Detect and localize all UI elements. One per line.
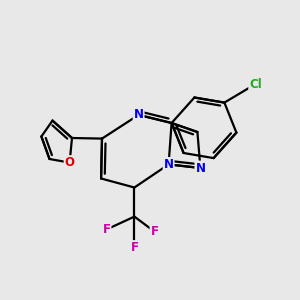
Text: O: O: [64, 156, 75, 169]
Text: F: F: [103, 223, 110, 236]
Text: N: N: [195, 161, 206, 175]
Text: F: F: [130, 241, 138, 254]
Text: F: F: [151, 225, 158, 238]
Text: N: N: [134, 108, 144, 122]
Text: Cl: Cl: [249, 77, 262, 91]
Text: N: N: [164, 158, 174, 171]
